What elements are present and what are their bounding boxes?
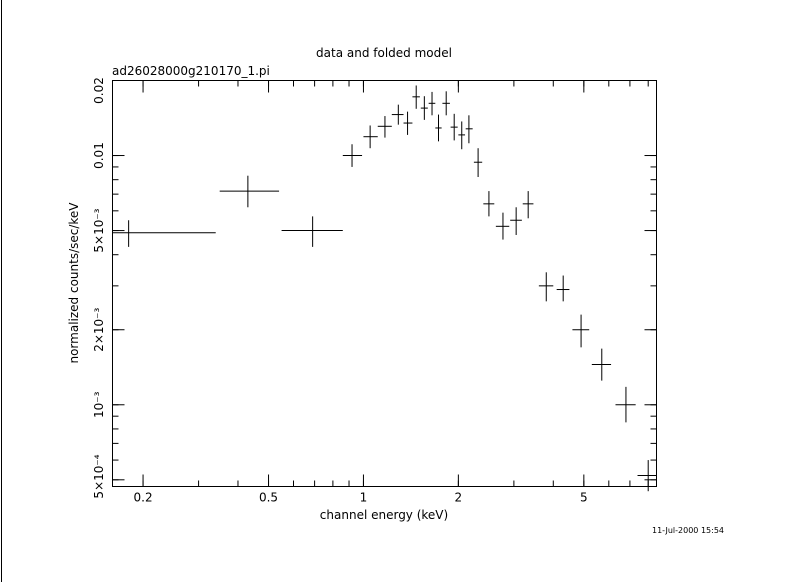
data-point [615, 386, 636, 423]
y-axis-label: normalized counts/sec/keV [67, 202, 81, 364]
data-point [342, 144, 363, 167]
data-point [442, 91, 450, 116]
data-point [495, 212, 510, 240]
chart-title: data and folded model [316, 46, 452, 60]
data-point [450, 113, 458, 141]
data-point [403, 111, 413, 135]
x-tick-label: 0.5 [259, 491, 278, 505]
data-point [572, 314, 590, 348]
data-point [391, 104, 404, 125]
data-point [591, 348, 612, 381]
data-point [510, 207, 522, 235]
minor-ticks [112, 80, 657, 487]
chart-subtitle: ad26028000g210170_1.pi [112, 64, 270, 78]
data-point [435, 114, 442, 142]
x-tick-label: 2 [455, 491, 463, 505]
x-tick-label: 0.2 [134, 491, 153, 505]
data-point [473, 148, 483, 178]
y-tick-label: 5×10⁻⁴ [92, 454, 106, 498]
data-point [363, 125, 378, 149]
data-point [483, 191, 495, 217]
x-axis-label: channel energy (keV) [320, 508, 448, 522]
y-tick-label: 0.02 [92, 77, 106, 104]
timestamp: 11-Jul-2000 15:54 [652, 526, 724, 535]
data-point [420, 96, 428, 120]
y-tick-label: 5×10⁻³ [92, 208, 106, 252]
data-point [112, 220, 216, 247]
x-tick-label: 1 [360, 491, 368, 505]
data-point [538, 272, 554, 302]
x-axis-ticks: 0.2 0.5 1 2 5 [134, 80, 588, 505]
plot-frame [112, 80, 657, 487]
data-point [465, 115, 473, 144]
data-point [522, 191, 534, 219]
data-point [377, 116, 392, 138]
y-tick-label: 10⁻³ [92, 391, 106, 418]
data-points [112, 85, 657, 492]
data-point [219, 175, 280, 208]
y-tick-label: 2×10⁻³ [92, 308, 106, 352]
data-point [428, 91, 436, 116]
y-axis-ticks: 5×10⁻⁴ 10⁻³ 2×10⁻³ 5×10⁻³ 0.01 0.02 [92, 77, 657, 499]
data-point [458, 121, 466, 150]
data-point [412, 85, 420, 109]
data-point [637, 460, 657, 492]
x-tick-label: 5 [580, 491, 588, 505]
y-tick-label: 0.01 [92, 142, 106, 169]
data-point [281, 216, 343, 247]
data-point [556, 275, 570, 302]
